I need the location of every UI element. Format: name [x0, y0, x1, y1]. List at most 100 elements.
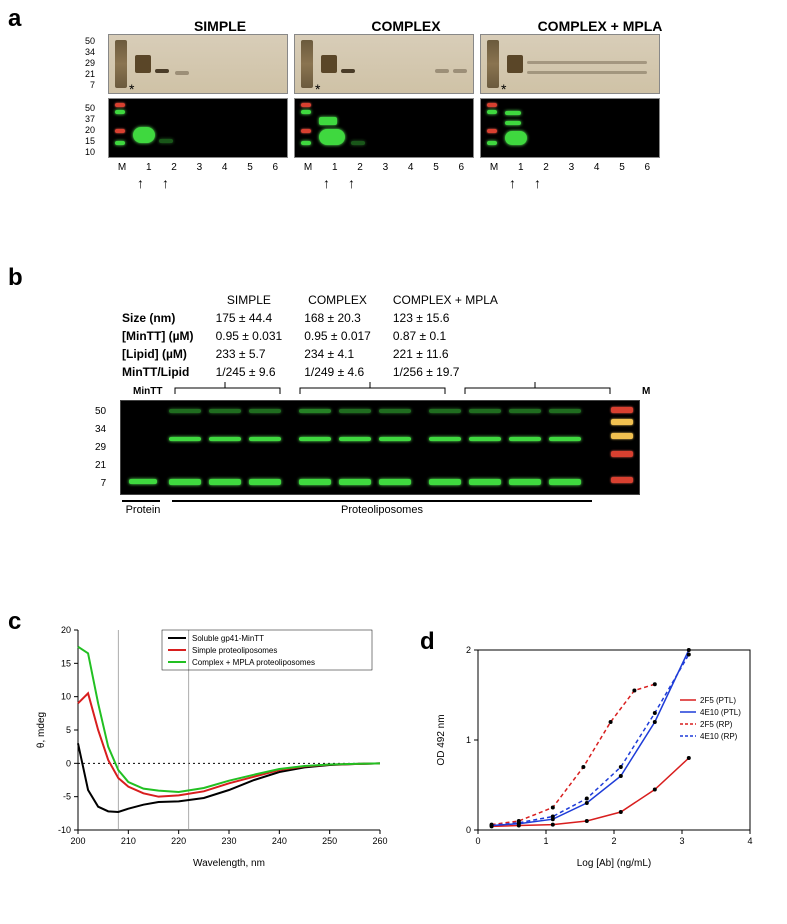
lane: 6 [459, 162, 465, 173]
gel-upper-row: * * * [108, 34, 660, 94]
proteo-label: Proteoliposomes [172, 504, 592, 516]
svg-text:1: 1 [466, 735, 471, 745]
lane: 4 [408, 162, 414, 173]
svg-text:-10: -10 [58, 825, 71, 835]
cell: 0.95 ± 0.031 [206, 328, 293, 344]
mw: 34 [95, 421, 106, 439]
svg-text:240: 240 [272, 836, 287, 846]
row-lbl: Size (nm) [112, 310, 204, 326]
lane: 6 [645, 162, 651, 173]
svg-text:4E10 (RP): 4E10 (RP) [700, 732, 738, 741]
cell: 1/245 ± 9.6 [206, 364, 293, 380]
svg-text:Simple proteoliposomes: Simple proteoliposomes [192, 646, 277, 655]
arrow-icon: ↑ [348, 175, 355, 191]
underline-protein [122, 500, 160, 502]
cell: 221 ± 11.6 [383, 346, 508, 362]
panel-a-label: a [8, 5, 21, 33]
arrow-icon: ↑ [137, 175, 144, 191]
svg-text:Log [Ab] (ng/mL): Log [Ab] (ng/mL) [577, 858, 651, 869]
mw: 20 [85, 125, 95, 136]
cell: 1/249 ± 4.6 [294, 364, 381, 380]
lane: 4 [222, 162, 228, 173]
lane: 3 [383, 162, 389, 173]
mw: 7 [95, 475, 106, 493]
svg-text:3: 3 [679, 836, 684, 846]
lane: 3 [569, 162, 575, 173]
svg-text:Soluble gp41-MinTT: Soluble gp41-MinTT [192, 634, 264, 643]
cell: 1/256 ± 19.7 [383, 364, 508, 380]
cell: 123 ± 15.6 [383, 310, 508, 326]
panel-b-label: b [8, 264, 23, 292]
lane: 1 [146, 162, 152, 173]
gel-simple-silver: * [108, 34, 288, 94]
cell: 234 ± 4.1 [294, 346, 381, 362]
col-hdr: COMPLEX + MPLA [383, 292, 508, 308]
protein-label: Protein [122, 504, 164, 516]
lane: 2 [357, 162, 363, 173]
lane: 5 [433, 162, 439, 173]
mw-upper: 50 34 29 21 7 [85, 36, 95, 91]
gel-complex-silver: * [294, 34, 474, 94]
mw: 29 [85, 58, 95, 69]
lane: 5 [247, 162, 253, 173]
mw: 15 [85, 136, 95, 147]
gel-complexmpla-fluor [480, 98, 660, 158]
lane: M [490, 162, 498, 173]
svg-text:250: 250 [322, 836, 337, 846]
mintt-label: MinTT [133, 386, 162, 397]
lane: 2 [543, 162, 549, 173]
title-simple: SIMPLE [170, 18, 270, 34]
mw: 50 [85, 103, 95, 114]
arrow-icon: ↑ [509, 175, 516, 191]
svg-text:15: 15 [61, 658, 71, 668]
svg-text:2F5 (PTL): 2F5 (PTL) [700, 696, 736, 705]
svg-text:2F5 (RP): 2F5 (RP) [700, 720, 733, 729]
panel-b-gel [120, 400, 640, 495]
svg-text:0: 0 [475, 836, 480, 846]
lane: 6 [273, 162, 279, 173]
row-lbl: [MinTT] (µM) [112, 328, 204, 344]
svg-text:230: 230 [221, 836, 236, 846]
svg-text:1: 1 [543, 836, 548, 846]
row-lbl: MinTT/Lipid [112, 364, 204, 380]
panel-d: 01234012Log [Ab] (ng/mL)OD 492 nm2F5 (PT… [430, 640, 770, 870]
svg-text:-5: -5 [63, 792, 71, 802]
mw: 7 [85, 80, 95, 91]
gel-complexmpla-silver: * [480, 34, 660, 94]
svg-text:220: 220 [171, 836, 186, 846]
lanes-1: M 1 2 3 4 5 6 [108, 162, 288, 173]
lane: 3 [197, 162, 203, 173]
svg-text:10: 10 [61, 692, 71, 702]
mw-lower: 50 37 20 15 10 [85, 103, 95, 158]
lanes-3: M 1 2 3 4 5 6 [480, 162, 660, 173]
lane: M [304, 162, 312, 173]
mw-b: 50 34 29 21 7 [95, 403, 106, 493]
svg-text:4E10 (PTL): 4E10 (PTL) [700, 708, 741, 717]
lane: 4 [594, 162, 600, 173]
col-hdr: SIMPLE [206, 292, 293, 308]
lane: 1 [332, 162, 338, 173]
svg-text:210: 210 [121, 836, 136, 846]
mw: 34 [85, 47, 95, 58]
lanes-2: M 1 2 3 4 5 6 [294, 162, 474, 173]
cell: 0.87 ± 0.1 [383, 328, 508, 344]
svg-text:5: 5 [66, 725, 71, 735]
col-hdr: COMPLEX [294, 292, 381, 308]
underline-proteo [172, 500, 592, 502]
gel-simple-fluor [108, 98, 288, 158]
svg-text:200: 200 [70, 836, 85, 846]
mw: 21 [95, 457, 106, 475]
title-complex: COMPLEX [356, 18, 456, 34]
elisa-chart: 01234012Log [Ab] (ng/mL)OD 492 nm2F5 (PT… [430, 640, 760, 870]
lane: 2 [171, 162, 177, 173]
mw: 50 [85, 36, 95, 47]
svg-text:0: 0 [466, 825, 471, 835]
gel-complex-fluor [294, 98, 474, 158]
svg-text:Complex + MPLA proteoliposomes: Complex + MPLA proteoliposomes [192, 658, 315, 667]
gel-lower-row [108, 98, 660, 158]
mw: 37 [85, 114, 95, 125]
svg-text:20: 20 [61, 625, 71, 635]
lane: M [118, 162, 126, 173]
brackets [170, 382, 630, 400]
svg-text:2: 2 [466, 645, 471, 655]
